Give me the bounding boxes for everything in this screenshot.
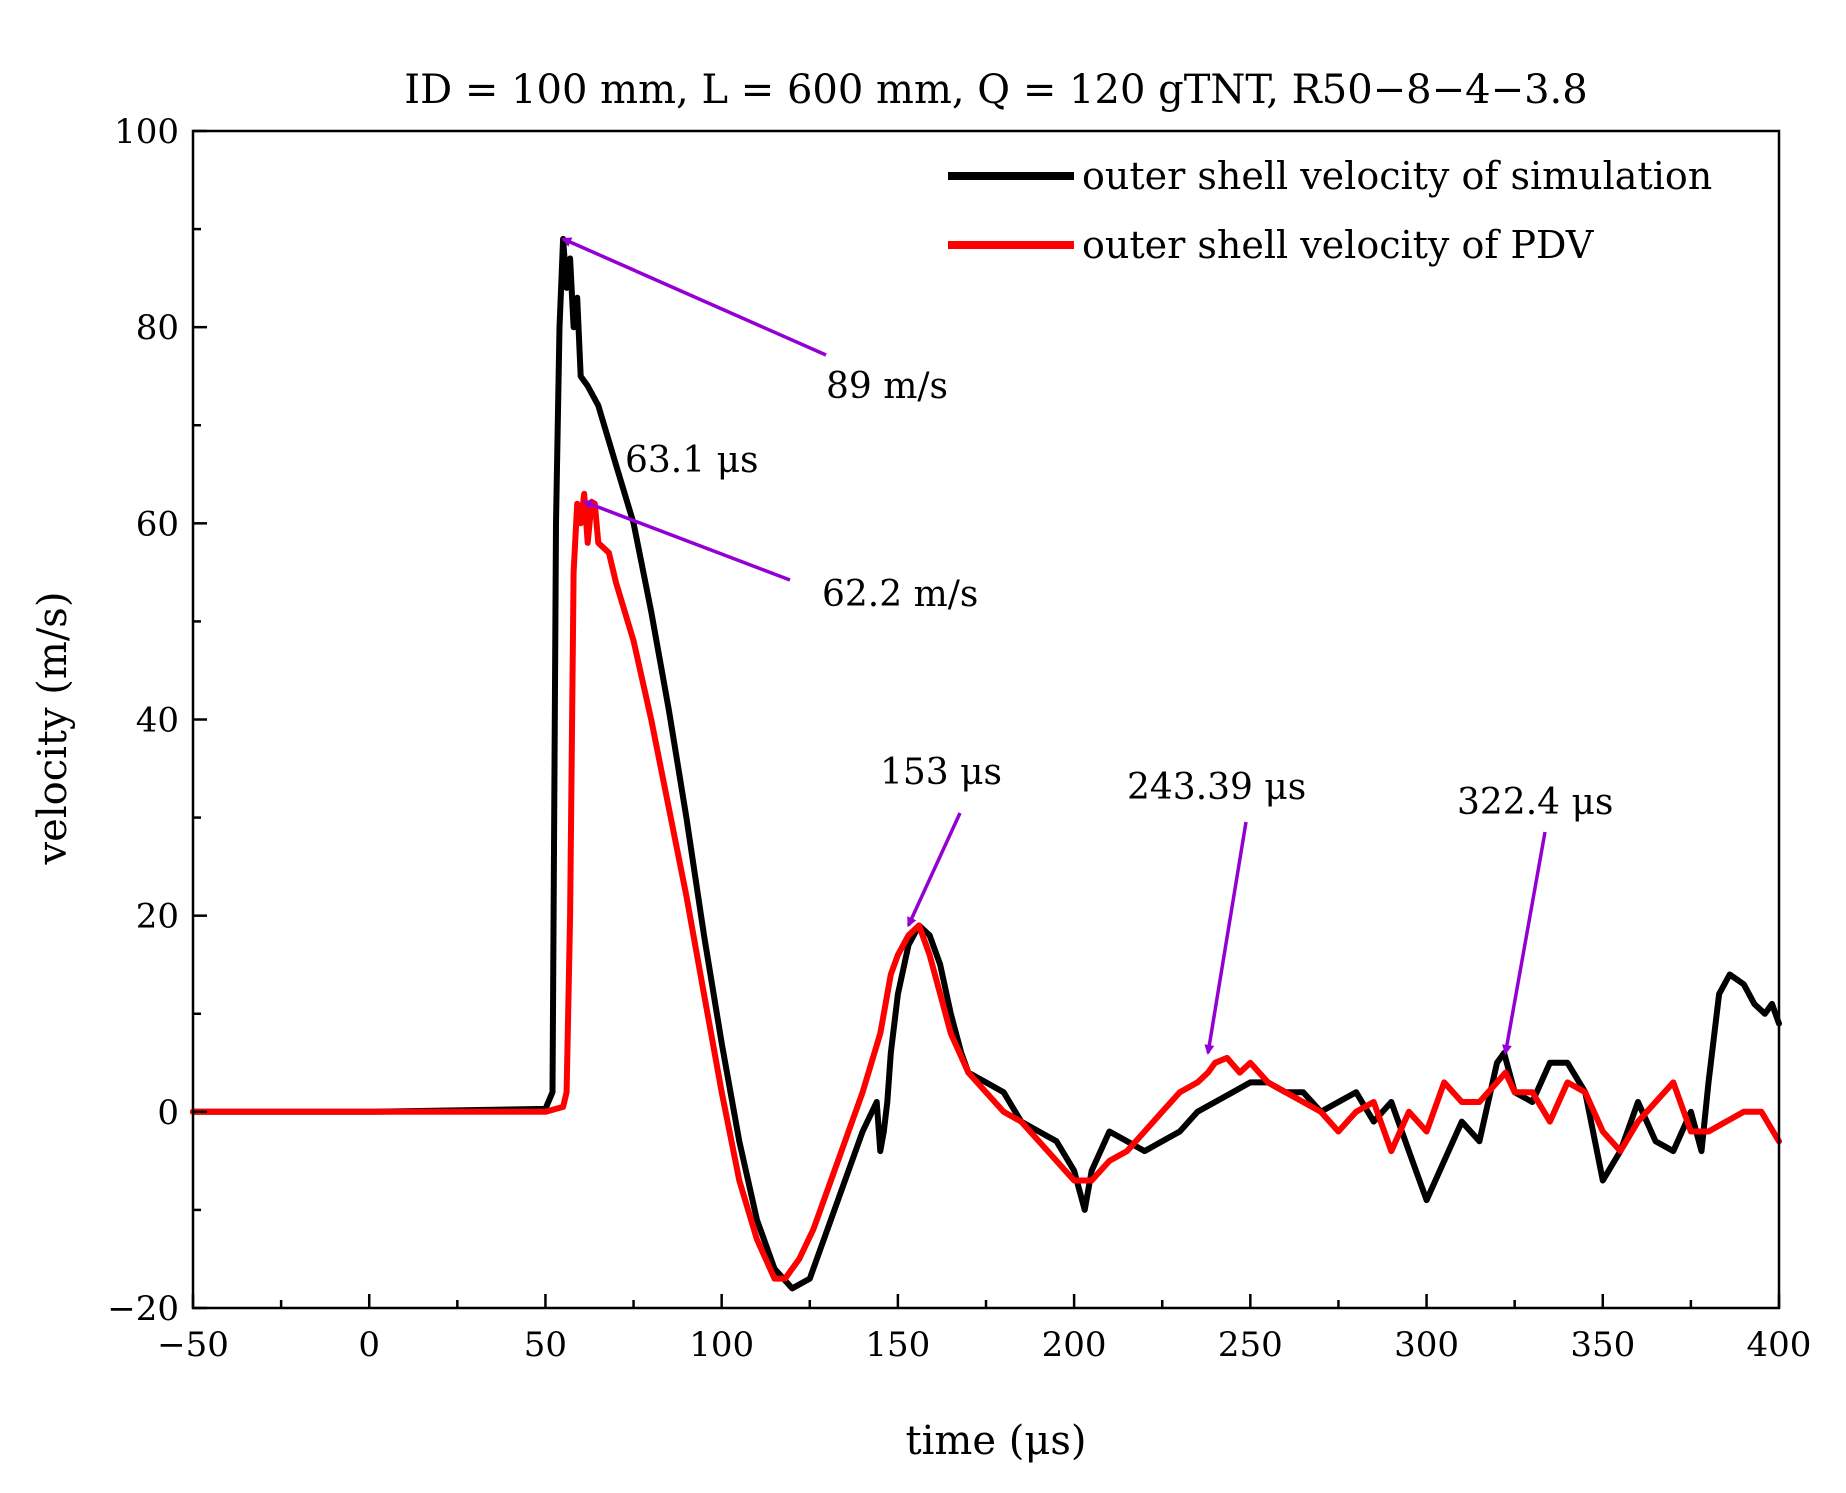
- annotation-label-89-ms: 89 m/s: [826, 366, 948, 407]
- legend: outer shell velocity of simulation outer…: [948, 154, 1712, 267]
- annotation-label-322-4-us: 322.4 μs: [1457, 782, 1613, 823]
- legend-label-pdv: outer shell velocity of PDV: [1082, 223, 1594, 267]
- x-tick-label: 50: [524, 1325, 567, 1365]
- x-tick-label: 350: [1570, 1325, 1635, 1365]
- x-tick-label: 100: [689, 1325, 754, 1365]
- y-tick-label: 40: [136, 701, 179, 741]
- annotation-labels: 89 m/s 63.1 μs 62.2 m/s 153 μs 243.39 μs…: [625, 366, 1613, 823]
- plot-lines: [190, 235, 1782, 1292]
- x-axis-title: time (μs): [906, 1418, 1087, 1464]
- x-tick-label: −50: [157, 1325, 229, 1365]
- y-axis-title: velocity (m/s): [30, 592, 76, 866]
- annotation-label-62-2-ms: 62.2 m/s: [822, 574, 978, 615]
- x-tick-label: 400: [1747, 1325, 1812, 1365]
- y-tick-label: 100: [114, 112, 179, 152]
- plot-frame: [191, 129, 1781, 1310]
- y-tick-label: −20: [107, 1289, 179, 1329]
- y-tick-label: 60: [136, 504, 179, 544]
- y-tick-label: 80: [136, 308, 179, 348]
- series-line-1: [190, 490, 1782, 1282]
- y-tick-label: 20: [136, 897, 179, 937]
- annotation-arrow-2: [582, 499, 791, 582]
- x-tick-label: 0: [358, 1325, 380, 1365]
- annotation-arrows: [561, 237, 1547, 1055]
- annotation-arrow-5: [1501, 831, 1547, 1055]
- annotation-label-63-1-us: 63.1 μs: [625, 440, 758, 481]
- x-tick-label: 150: [865, 1325, 930, 1365]
- annotation-label-243-39-us: 243.39 μs: [1127, 767, 1306, 808]
- annotation-arrow-0: [561, 237, 827, 357]
- y-tick-label: 0: [157, 1093, 179, 1133]
- x-axis: −50 0 50 100 150 200 250 300 350 400: [157, 1294, 1811, 1365]
- annotation-arrow-4: [1204, 821, 1248, 1055]
- legend-label-simulation: outer shell velocity of simulation: [1082, 154, 1712, 198]
- y-axis: −20 0 20 40 60 80 100: [107, 112, 207, 1329]
- series-line-0: [190, 235, 1782, 1292]
- x-tick-label: 250: [1218, 1325, 1283, 1365]
- chart-title: ID = 100 mm, L = 600 mm, Q = 120 gTNT, R…: [404, 67, 1587, 113]
- x-tick-label: 300: [1394, 1325, 1459, 1365]
- annotation-arrow-3: [906, 812, 962, 928]
- x-tick-label: 200: [1042, 1325, 1107, 1365]
- annotation-label-153-us: 153 μs: [880, 752, 1002, 793]
